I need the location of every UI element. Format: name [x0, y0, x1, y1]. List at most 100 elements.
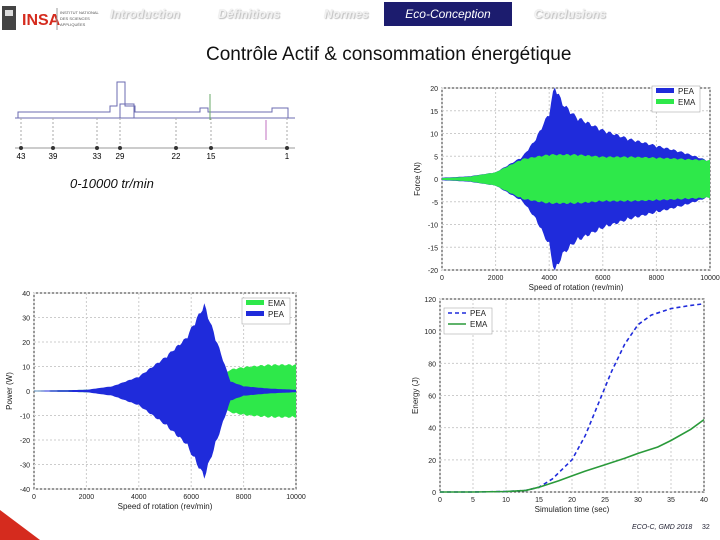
y-tick-label: -20 [20, 438, 30, 445]
schematic-label-15: 15 [207, 152, 216, 161]
speed-range-label: 0-10000 tr/min [70, 176, 154, 191]
x-tick-label: 20 [568, 497, 576, 504]
y-tick-label: 30 [22, 316, 30, 323]
x-tick-label: 2000 [488, 275, 504, 282]
page-number: 32 [702, 524, 710, 531]
legend-swatch-ema [246, 300, 264, 305]
x-axis-label: Simulation time (sec) [535, 505, 610, 514]
nav-normes[interactable]: Normes [324, 7, 369, 21]
x-tick-label: 25 [601, 497, 609, 504]
corner-decoration [0, 510, 40, 540]
power-chart: 0 2000 4000 6000 8000 10000 40 30 20 10 0 -10 -20 -30… [5, 291, 306, 511]
x-tick-label: 15 [535, 497, 543, 504]
x-tick-label: 10 [502, 497, 510, 504]
force-chart: 0 2000 4000 6000 8000 10000 20 15 10 5 0 -5 -10 -15 -2… [413, 85, 720, 292]
nav-conclusions[interactable]: Conclusions [534, 7, 607, 21]
legend-label-ema: EMA [470, 320, 488, 329]
y-tick-label: 0 [434, 177, 438, 184]
x-tick-label: 30 [634, 497, 642, 504]
x-tick-label: 0 [440, 275, 444, 282]
x-axis-label: Speed of rotation (rev/min) [529, 283, 624, 292]
schematic-label-39: 39 [49, 152, 58, 161]
y-tick-label: 0 [26, 389, 30, 396]
schematic-label-22: 22 [172, 152, 181, 161]
schematic-nodes [19, 118, 289, 150]
series-ema-band [442, 154, 710, 204]
crest-detail [5, 10, 13, 16]
y-tick-label: -40 [20, 487, 30, 494]
x-tick-label: 0 [438, 497, 442, 504]
y-tick-label: 20 [22, 340, 30, 347]
schematic-node-2 [95, 146, 99, 150]
y-tick-label: 5 [434, 154, 438, 161]
legend-label-ema: EMA [268, 299, 286, 308]
nav-eco-conception[interactable]: Eco-Conception [384, 2, 512, 26]
y-tick-label: 40 [428, 426, 436, 433]
y-tick-label: 60 [428, 394, 436, 401]
x-tick-label: 2000 [79, 494, 95, 501]
crest-icon [2, 6, 16, 30]
footer-text: ECO-C, GMD 2018 [632, 524, 693, 531]
y-tick-label: 15 [430, 109, 438, 116]
legend-swatch-ema [656, 99, 674, 104]
schematic-label-1: 1 [285, 152, 290, 161]
schematic-profile [17, 81, 289, 118]
y-tick-label: -15 [428, 245, 438, 252]
y-tick-label: -10 [428, 223, 438, 230]
x-tick-label: 40 [700, 497, 708, 504]
y-tick-label: 80 [428, 361, 436, 368]
schematic-node-5 [209, 146, 213, 150]
x-tick-label: 8000 [236, 494, 252, 501]
x-tick-label: 0 [32, 494, 36, 501]
y-axis-label: Power (W) [5, 372, 14, 410]
y-tick-label: -20 [428, 268, 438, 275]
series-pea-band [34, 303, 296, 479]
y-tick-label: 40 [22, 291, 30, 298]
schematic-node-1 [51, 146, 55, 150]
y-axis-label: Energy (J) [411, 377, 420, 414]
y-tick-label: 10 [430, 132, 438, 139]
x-tick-label: 4000 [131, 494, 147, 501]
y-tick-label: 120 [424, 297, 436, 304]
insa-logo-graphic: INSA INSTITUT NATIONAL DES SCIENCES APPL… [2, 6, 100, 30]
logo-text: INSA [22, 12, 61, 29]
x-tick-label: 35 [667, 497, 675, 504]
nav-definitions[interactable]: Définitions [218, 7, 280, 21]
legend-label-pea: PEA [268, 310, 285, 319]
x-tick-label: 8000 [649, 275, 665, 282]
y-tick-label: 20 [428, 458, 436, 465]
y-axis-label: Force (N) [413, 162, 422, 196]
schematic-node-3 [118, 146, 122, 150]
x-tick-label: 4000 [541, 275, 557, 282]
y-tick-label: 10 [22, 365, 30, 372]
logo-subtext-3: APPLIQUÉES [60, 22, 86, 27]
schematic-label-33: 33 [93, 152, 102, 161]
schematic-label-43: 43 [17, 152, 26, 161]
schematic-labels: 43 39 33 29 22 15 1 [17, 152, 290, 161]
logo-subtext-1: INSTITUT NATIONAL [60, 10, 100, 15]
corner-triangle [0, 510, 40, 540]
energy-chart: 0 5 10 15 20 25 30 35 40 120 100 80 60 40 20 0 Simulatio… [411, 297, 708, 514]
legend-label-pea: PEA [678, 87, 695, 96]
y-tick-label: 20 [430, 86, 438, 93]
x-tick-label: 10000 [286, 494, 306, 501]
y-tick-label: 0 [432, 490, 436, 497]
legend-label-ema: EMA [678, 98, 696, 107]
schematic-block [119, 103, 135, 119]
x-tick-label: 6000 [183, 494, 199, 501]
x-tick-label: 6000 [595, 275, 611, 282]
schematic-label-29: 29 [116, 152, 125, 161]
y-tick-label: 100 [424, 329, 436, 336]
x-axis-label: Speed of rotation (rev/min) [118, 502, 213, 511]
legend-label-pea: PEA [470, 309, 487, 318]
y-tick-label: -5 [432, 200, 438, 207]
nav-introduction[interactable]: Introduction [110, 7, 180, 21]
legend-swatch-pea [246, 311, 264, 316]
page-title: Contrôle Actif & consommation énergétiqu… [206, 44, 572, 65]
insa-logo: INSA INSTITUT NATIONAL DES SCIENCES APPL… [0, 0, 100, 34]
structure-schematic: 43 39 33 29 22 15 1 [15, 81, 295, 161]
schematic-node-6 [285, 146, 289, 150]
x-tick-label: 10000 [700, 275, 720, 282]
y-tick-label: -10 [20, 414, 30, 421]
schematic-node-4 [174, 146, 178, 150]
